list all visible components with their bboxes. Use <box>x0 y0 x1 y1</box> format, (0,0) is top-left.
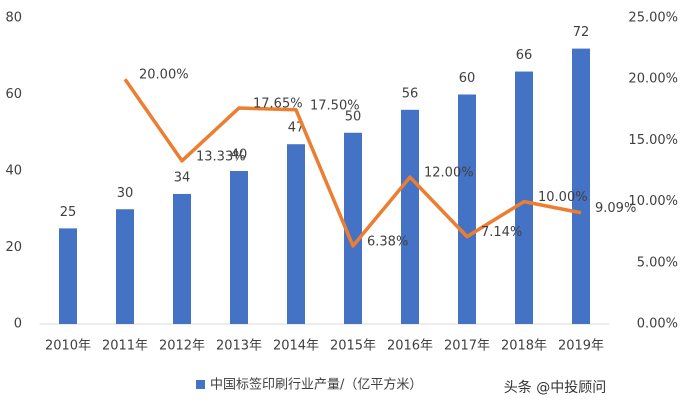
bar <box>401 109 419 324</box>
x-tick-label: 2019年 <box>558 339 604 354</box>
bar <box>344 132 362 324</box>
line-data-label: 17.50% <box>310 98 360 113</box>
x-tick-label: 2013年 <box>216 339 262 354</box>
data-label: 60 <box>459 71 476 86</box>
x-tick-label: 2010年 <box>45 339 91 354</box>
line-data-label: 9.09% <box>595 201 636 216</box>
y-tick-label: 20 <box>5 240 22 255</box>
watermark: 头条 @中投顾问 <box>504 379 606 396</box>
line-data-label: 12.00% <box>424 166 474 181</box>
data-label: 25 <box>60 205 77 220</box>
line-data-label: 13.33% <box>196 149 246 164</box>
y2-tick-label: 25.00% <box>628 11 678 26</box>
bar <box>287 144 305 324</box>
data-label: 50 <box>345 109 362 124</box>
bar <box>173 193 191 324</box>
line-data-label: 7.14% <box>481 225 522 240</box>
data-label: 66 <box>516 48 533 63</box>
bar <box>458 94 476 324</box>
y2-tick-label: 0.00% <box>637 317 678 332</box>
data-label: 47 <box>288 121 305 136</box>
data-label: 56 <box>402 86 419 101</box>
data-label: 30 <box>117 186 134 201</box>
y2-tick-label: 10.00% <box>628 194 678 209</box>
x-tick-label: 2012年 <box>159 339 205 354</box>
line-data-label: 17.65% <box>253 96 303 111</box>
x-tick-label: 2017年 <box>444 339 490 354</box>
line-data-label: 10.00% <box>538 190 588 205</box>
y-tick-label: 60 <box>5 87 22 102</box>
data-label: 72 <box>573 25 590 40</box>
x-tick-label: 2018年 <box>501 339 547 354</box>
x-tick-label: 2015年 <box>330 339 376 354</box>
x-tick-label: 2011年 <box>102 339 148 354</box>
line-data-label: 20.00% <box>139 68 189 83</box>
y2-tick-label: 5.00% <box>637 255 678 270</box>
y2-tick-label: 15.00% <box>628 133 678 148</box>
bar <box>572 48 590 324</box>
line <box>123 78 582 248</box>
data-label: 40 <box>231 148 248 163</box>
data-label: 34 <box>174 170 191 185</box>
bar <box>515 71 533 324</box>
x-tick-label: 2014年 <box>273 339 319 354</box>
line-data-label: 6.38% <box>367 234 408 249</box>
y-tick-label: 40 <box>5 164 22 179</box>
y-tick-label: 0 <box>14 317 22 332</box>
y-tick-label: 80 <box>5 11 22 26</box>
legend-swatch <box>196 380 205 389</box>
y2-tick-label: 20.00% <box>628 72 678 87</box>
legend-label: 中国标签印刷行业产量/（亿平方米） <box>210 377 422 393</box>
bar <box>116 209 134 324</box>
bar <box>59 228 77 324</box>
bar <box>230 171 248 324</box>
x-tick-label: 2016年 <box>387 339 433 354</box>
